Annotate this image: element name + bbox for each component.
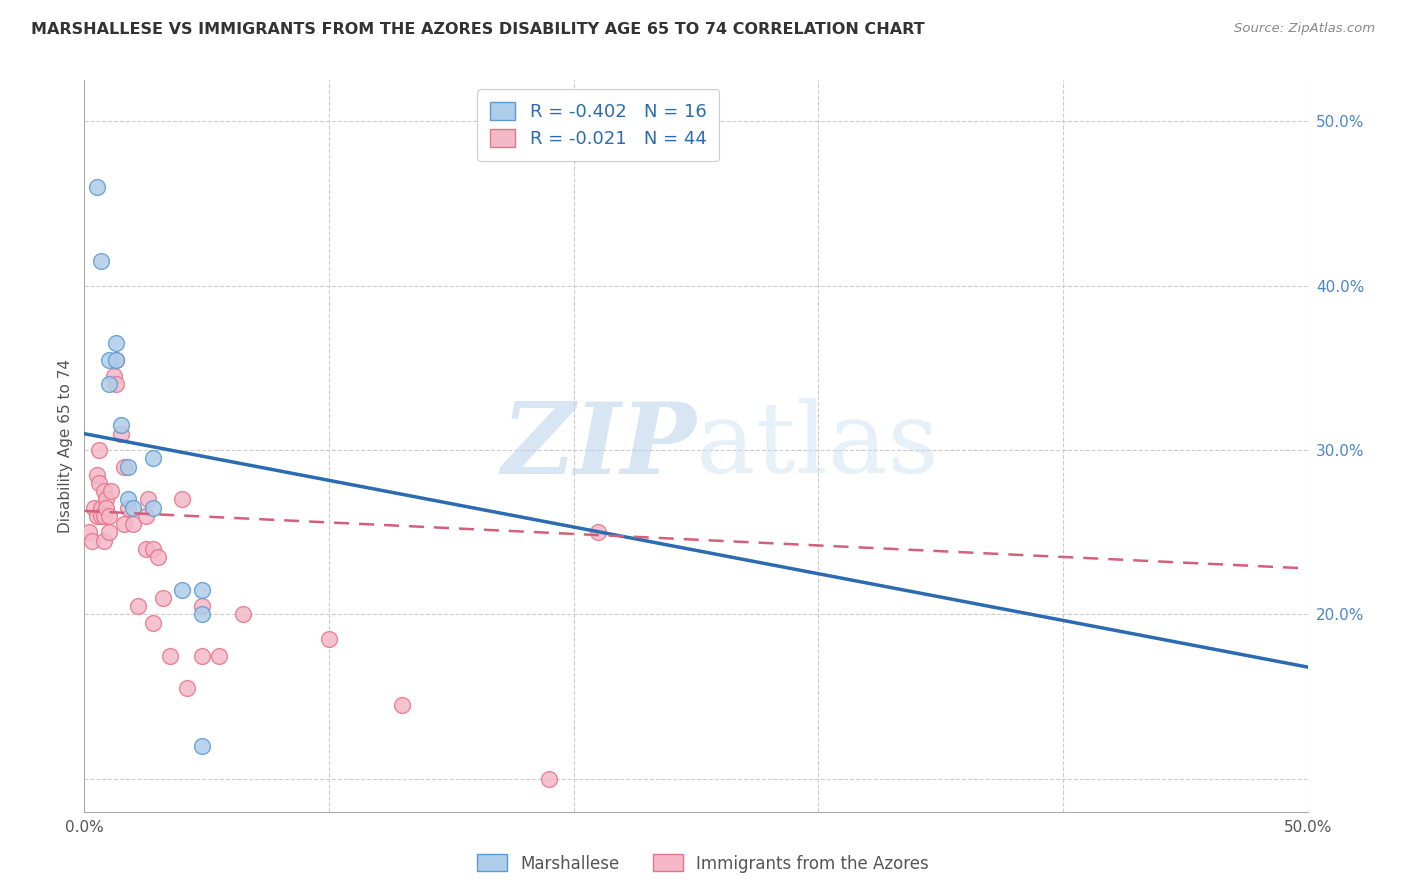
Point xyxy=(112,517,135,532)
Point xyxy=(127,599,149,614)
Text: MARSHALLESE VS IMMIGRANTS FROM THE AZORES DISABILITY AGE 65 TO 74 CORRELATION CH: MARSHALLESE VS IMMIGRANTS FROM THE AZORE… xyxy=(31,22,925,37)
Point xyxy=(159,648,181,663)
Point xyxy=(152,591,174,605)
Point xyxy=(586,525,609,540)
Point xyxy=(105,377,128,392)
Point xyxy=(146,549,169,564)
Point xyxy=(122,500,145,515)
Point xyxy=(232,607,254,622)
Point xyxy=(318,632,340,647)
Point xyxy=(105,352,128,367)
Point xyxy=(86,467,108,482)
Point xyxy=(86,508,108,523)
Legend: Marshallese, Immigrants from the Azores: Marshallese, Immigrants from the Azores xyxy=(471,847,935,880)
Point xyxy=(97,508,120,523)
Point xyxy=(208,648,231,663)
Point xyxy=(191,599,214,614)
Point xyxy=(110,418,132,433)
Point xyxy=(105,352,128,367)
Point xyxy=(112,459,135,474)
Point xyxy=(90,508,112,523)
Point xyxy=(136,492,159,507)
Point xyxy=(97,377,120,392)
Point xyxy=(142,615,165,630)
Point xyxy=(105,336,128,351)
Point xyxy=(391,698,413,712)
Text: ZIP: ZIP xyxy=(501,398,696,494)
Point xyxy=(172,582,194,597)
Point xyxy=(142,500,165,515)
Legend: R = -0.402   N = 16, R = -0.021   N = 44: R = -0.402 N = 16, R = -0.021 N = 44 xyxy=(477,89,718,161)
Point xyxy=(103,369,125,384)
Point xyxy=(191,607,214,622)
Point xyxy=(172,492,194,507)
Point xyxy=(83,500,105,515)
Point xyxy=(87,475,110,490)
Point xyxy=(100,484,122,499)
Point xyxy=(135,541,157,556)
Point xyxy=(122,517,145,532)
Point xyxy=(87,443,110,458)
Point xyxy=(191,582,214,597)
Point xyxy=(96,492,118,507)
Point xyxy=(110,426,132,441)
Point xyxy=(93,508,115,523)
Point xyxy=(117,500,139,515)
Point xyxy=(191,648,214,663)
Point xyxy=(93,484,115,499)
Point xyxy=(97,352,120,367)
Point xyxy=(142,541,165,556)
Point xyxy=(97,525,120,540)
Point xyxy=(90,254,112,268)
Point xyxy=(117,492,139,507)
Point xyxy=(176,681,198,696)
Point xyxy=(538,772,561,786)
Text: atlas: atlas xyxy=(696,398,939,494)
Point xyxy=(90,500,112,515)
Point xyxy=(93,533,115,548)
Point xyxy=(191,739,214,753)
Point xyxy=(117,459,139,474)
Point xyxy=(80,533,103,548)
Text: Source: ZipAtlas.com: Source: ZipAtlas.com xyxy=(1234,22,1375,36)
Point xyxy=(135,508,157,523)
Y-axis label: Disability Age 65 to 74: Disability Age 65 to 74 xyxy=(58,359,73,533)
Point xyxy=(86,180,108,194)
Point xyxy=(142,451,165,466)
Point xyxy=(77,525,100,540)
Point xyxy=(96,500,118,515)
